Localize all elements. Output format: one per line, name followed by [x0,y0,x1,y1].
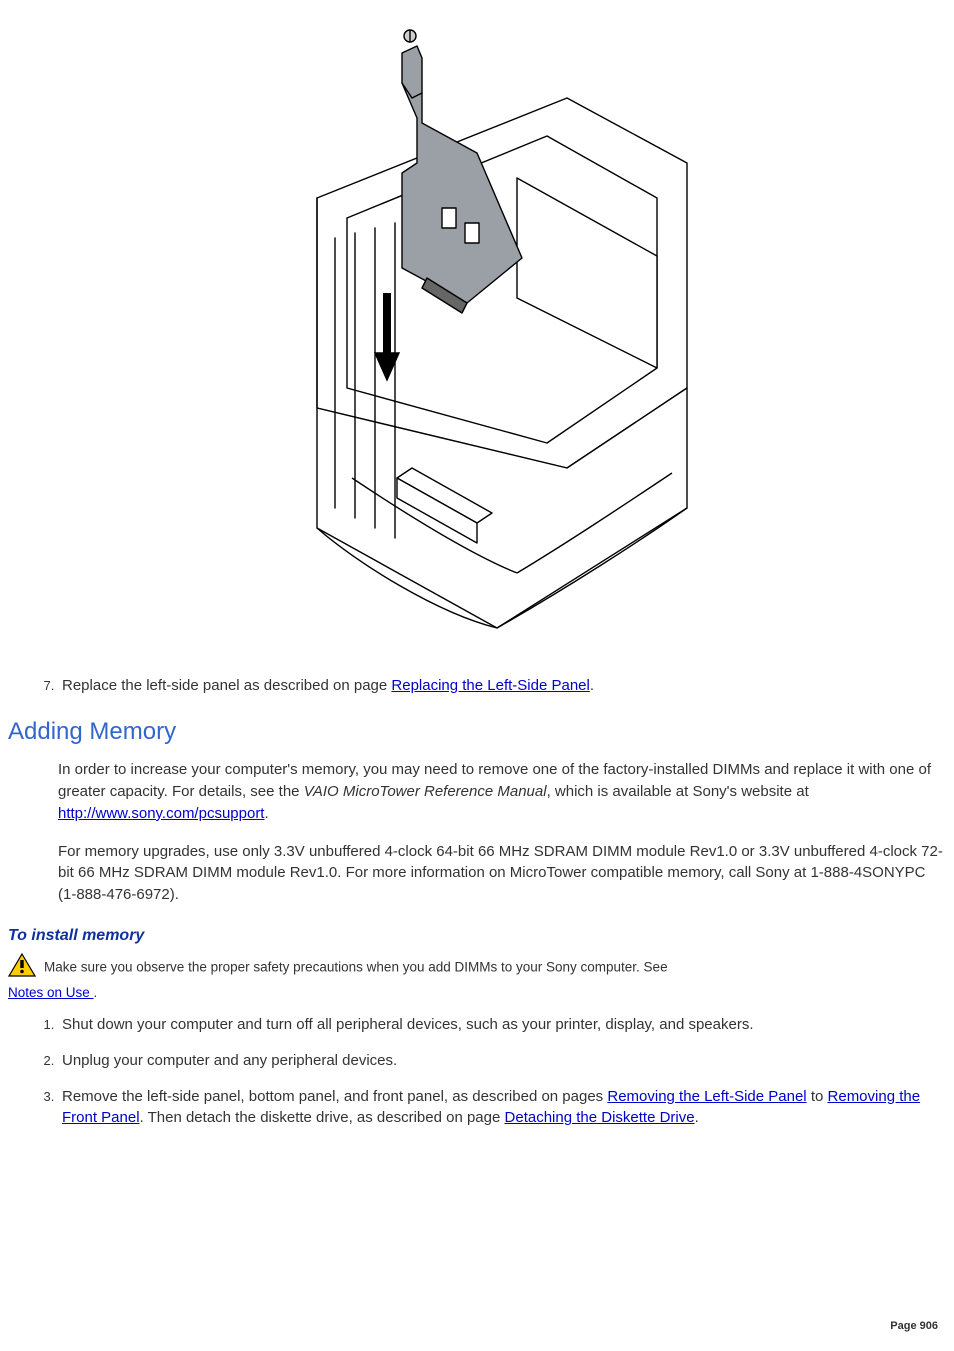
step3-b: to [807,1088,828,1105]
list-item: Unplug your computer and any peripheral … [58,1050,946,1072]
step1-text: Shut down your computer and turn off all… [62,1016,754,1033]
link-detaching-diskette-drive[interactable]: Detaching the Diskette Drive [505,1109,695,1126]
link-sony-pcsupport[interactable]: http://www.sony.com/pcsupport [58,805,264,822]
heading-adding-memory: Adding Memory [8,715,946,750]
step2-text: Unplug your computer and any peripheral … [62,1052,397,1069]
para1-t2: , which is available at Sony's website a… [547,783,809,800]
step7-text-before: Replace the left-side panel as described… [62,677,391,694]
step3-c: . Then detach the diskette drive, as des… [140,1109,505,1126]
page-number: Page 906 [890,1319,938,1335]
para-intro: In order to increase your computer's mem… [58,759,946,824]
link-removing-left-side-panel[interactable]: Removing the Left-Side Panel [607,1088,806,1105]
step7-text-after: . [590,677,594,694]
link-notes-on-use[interactable]: Notes on Use [8,985,94,1000]
step3-a: Remove the left-side panel, bottom panel… [62,1088,607,1105]
para1-t3: . [264,805,268,822]
diagram-svg [217,8,737,648]
expansion-card-diagram [8,8,946,655]
list-item: Shut down your computer and turn off all… [58,1014,946,1036]
list-item: Remove the left-side panel, bottom panel… [58,1086,946,1130]
para-memory-spec: For memory upgrades, use only 3.3V unbuf… [58,841,946,906]
caution-block: Make sure you observe the proper safety … [8,953,946,1002]
caution-text: Make sure you observe the proper safety … [44,959,668,974]
list-item: Replace the left-side panel as described… [58,675,946,697]
link-replacing-left-side-panel[interactable]: Replacing the Left-Side Panel [391,677,589,694]
step3-d: . [695,1109,699,1126]
step-7-list: Replace the left-side panel as described… [8,675,946,697]
para1-italic: VAIO MicroTower Reference Manual [304,783,547,800]
caution-icon [8,953,36,983]
caution-tail: . [94,985,98,1000]
subheading-install-memory: To install memory [8,924,946,947]
install-steps-list: Shut down your computer and turn off all… [8,1014,946,1129]
